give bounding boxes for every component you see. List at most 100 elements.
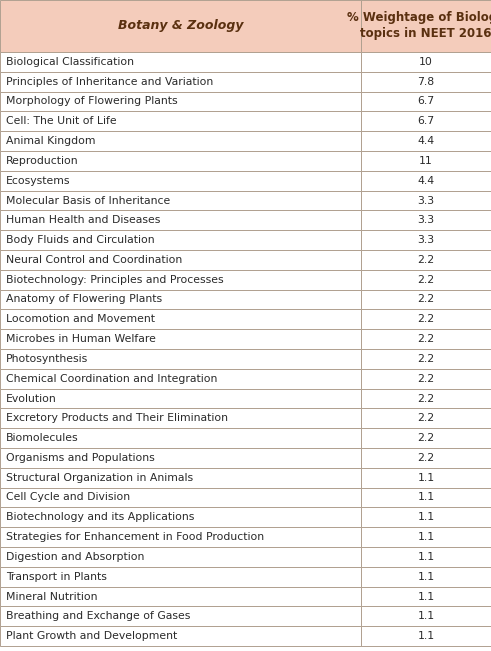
Bar bbox=[361, 111, 491, 132]
Bar bbox=[0, 151, 361, 171]
Bar bbox=[0, 448, 361, 468]
Text: 2.2: 2.2 bbox=[417, 334, 435, 344]
Text: Ecosystems: Ecosystems bbox=[6, 176, 70, 186]
Bar bbox=[0, 369, 361, 389]
Bar bbox=[361, 329, 491, 349]
Text: Locomotion and Movement: Locomotion and Movement bbox=[6, 314, 155, 324]
Bar bbox=[0, 587, 361, 606]
Text: 2.2: 2.2 bbox=[417, 393, 435, 404]
Bar bbox=[0, 349, 361, 369]
Bar bbox=[361, 250, 491, 270]
Text: 10: 10 bbox=[419, 57, 433, 67]
Bar bbox=[0, 171, 361, 191]
Text: Strategies for Enhancement in Food Production: Strategies for Enhancement in Food Produ… bbox=[6, 532, 264, 542]
Text: Chemical Coordination and Integration: Chemical Coordination and Integration bbox=[6, 374, 217, 383]
Bar bbox=[361, 132, 491, 151]
Bar bbox=[0, 507, 361, 527]
Bar bbox=[361, 151, 491, 171]
Bar bbox=[0, 290, 361, 309]
Text: Biological Classification: Biological Classification bbox=[6, 57, 134, 67]
Text: Principles of Inheritance and Variation: Principles of Inheritance and Variation bbox=[6, 77, 213, 87]
Bar bbox=[0, 468, 361, 488]
Bar bbox=[361, 191, 491, 210]
Text: Cell Cycle and Division: Cell Cycle and Division bbox=[6, 493, 130, 503]
Text: 1.1: 1.1 bbox=[417, 512, 435, 522]
Text: 1.1: 1.1 bbox=[417, 631, 435, 641]
Bar bbox=[361, 567, 491, 587]
Text: 1.1: 1.1 bbox=[417, 473, 435, 482]
Bar bbox=[0, 210, 361, 230]
Text: 1.1: 1.1 bbox=[417, 493, 435, 503]
Text: 1.1: 1.1 bbox=[417, 552, 435, 562]
Text: Neural Control and Coordination: Neural Control and Coordination bbox=[6, 255, 182, 265]
Text: Structural Organization in Animals: Structural Organization in Animals bbox=[6, 473, 193, 482]
Bar bbox=[0, 132, 361, 151]
Bar bbox=[361, 428, 491, 448]
Text: Evolution: Evolution bbox=[6, 393, 56, 404]
Bar bbox=[361, 389, 491, 408]
Bar bbox=[361, 507, 491, 527]
Text: 1.1: 1.1 bbox=[417, 532, 435, 542]
Bar bbox=[361, 488, 491, 507]
Text: 2.2: 2.2 bbox=[417, 275, 435, 284]
Bar bbox=[0, 250, 361, 270]
Text: Breathing and Exchange of Gases: Breathing and Exchange of Gases bbox=[6, 611, 191, 621]
Bar bbox=[361, 72, 491, 92]
Bar bbox=[361, 309, 491, 329]
Text: 3.3: 3.3 bbox=[417, 215, 435, 225]
Text: Organisms and Populations: Organisms and Populations bbox=[6, 453, 155, 463]
Bar bbox=[361, 369, 491, 389]
Text: % Weightage of Biology
topics in NEET 2016: % Weightage of Biology topics in NEET 20… bbox=[347, 12, 491, 40]
Bar bbox=[361, 448, 491, 468]
Text: Molecular Basis of Inheritance: Molecular Basis of Inheritance bbox=[6, 195, 170, 206]
Bar bbox=[361, 52, 491, 72]
Bar bbox=[361, 349, 491, 369]
Text: Biomolecules: Biomolecules bbox=[6, 433, 79, 443]
Bar bbox=[0, 0, 361, 52]
Text: Biotechnology: Principles and Processes: Biotechnology: Principles and Processes bbox=[6, 275, 223, 284]
Text: 2.2: 2.2 bbox=[417, 255, 435, 265]
Bar bbox=[0, 488, 361, 507]
Bar bbox=[0, 329, 361, 349]
Bar bbox=[361, 527, 491, 547]
Text: Botany & Zoology: Botany & Zoology bbox=[118, 20, 243, 33]
Bar bbox=[0, 309, 361, 329]
Text: 2.2: 2.2 bbox=[417, 354, 435, 364]
Text: 2.2: 2.2 bbox=[417, 433, 435, 443]
Bar bbox=[0, 92, 361, 111]
Bar bbox=[361, 606, 491, 626]
Bar bbox=[361, 92, 491, 111]
Text: 3.3: 3.3 bbox=[417, 235, 435, 245]
Bar bbox=[0, 567, 361, 587]
Text: Photosynthesis: Photosynthesis bbox=[6, 354, 88, 364]
Text: 2.2: 2.2 bbox=[417, 314, 435, 324]
Bar bbox=[0, 230, 361, 250]
Bar bbox=[0, 547, 361, 567]
Bar bbox=[361, 210, 491, 230]
Text: 1.1: 1.1 bbox=[417, 611, 435, 621]
Bar bbox=[0, 527, 361, 547]
Text: 2.2: 2.2 bbox=[417, 413, 435, 423]
Text: 3.3: 3.3 bbox=[417, 195, 435, 206]
Text: 4.4: 4.4 bbox=[417, 176, 435, 186]
Bar bbox=[361, 230, 491, 250]
Bar bbox=[361, 547, 491, 567]
Bar bbox=[361, 468, 491, 488]
Text: 1.1: 1.1 bbox=[417, 572, 435, 582]
Bar bbox=[0, 111, 361, 132]
Text: Reproduction: Reproduction bbox=[6, 156, 79, 166]
Bar bbox=[0, 270, 361, 290]
Bar bbox=[361, 587, 491, 606]
Text: 1.1: 1.1 bbox=[417, 592, 435, 602]
Text: Plant Growth and Development: Plant Growth and Development bbox=[6, 631, 177, 641]
Text: 4.4: 4.4 bbox=[417, 136, 435, 146]
Bar bbox=[0, 191, 361, 210]
Text: Morphology of Flowering Plants: Morphology of Flowering Plants bbox=[6, 96, 178, 107]
Text: Anatomy of Flowering Plants: Anatomy of Flowering Plants bbox=[6, 294, 162, 305]
Text: Cell: The Unit of Life: Cell: The Unit of Life bbox=[6, 117, 116, 126]
Bar bbox=[361, 0, 491, 52]
Text: Human Health and Diseases: Human Health and Diseases bbox=[6, 215, 160, 225]
Bar bbox=[0, 52, 361, 72]
Text: Transport in Plants: Transport in Plants bbox=[6, 572, 107, 582]
Bar bbox=[0, 408, 361, 428]
